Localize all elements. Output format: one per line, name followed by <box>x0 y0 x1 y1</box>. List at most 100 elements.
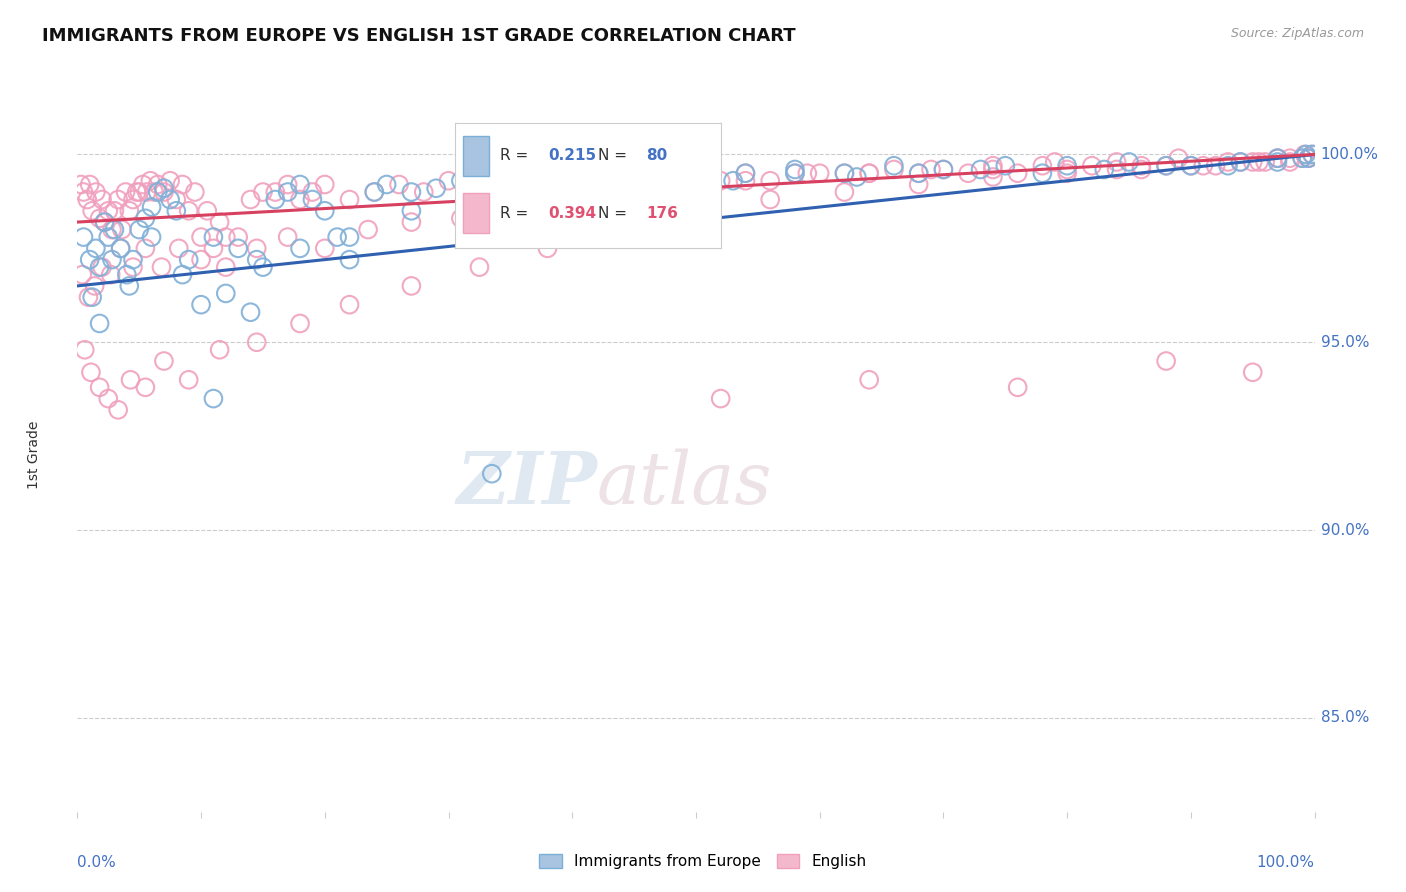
Point <box>721 174 744 188</box>
Point <box>1180 159 1202 173</box>
Point <box>97 392 120 406</box>
Text: N =: N = <box>599 148 627 163</box>
Point <box>808 166 831 180</box>
Point <box>1081 159 1104 173</box>
Point <box>834 166 856 180</box>
Point <box>89 260 111 274</box>
Point <box>1216 159 1239 173</box>
Point <box>734 166 756 180</box>
Text: 176: 176 <box>647 205 678 220</box>
Point <box>122 252 145 267</box>
Point <box>1216 155 1239 169</box>
Point <box>150 260 173 274</box>
Point <box>1154 159 1177 173</box>
Point <box>375 178 398 192</box>
Point <box>159 193 181 207</box>
Point <box>357 222 380 236</box>
Point <box>339 298 361 312</box>
Point <box>734 174 756 188</box>
Point <box>1105 155 1128 169</box>
Point <box>277 178 299 192</box>
Point <box>1301 147 1323 161</box>
Point <box>981 162 1004 177</box>
Point <box>153 185 176 199</box>
Text: IMMIGRANTS FROM EUROPE VS ENGLISH 1ST GRADE CORRELATION CHART: IMMIGRANTS FROM EUROPE VS ENGLISH 1ST GR… <box>42 27 796 45</box>
Point <box>401 185 423 199</box>
Point <box>1267 155 1289 169</box>
Point <box>215 286 238 301</box>
Point <box>202 230 225 244</box>
Point <box>239 305 262 319</box>
Point <box>1301 147 1323 161</box>
Point <box>1291 151 1313 165</box>
Point <box>1267 151 1289 165</box>
Point <box>172 178 194 192</box>
Point <box>463 178 485 192</box>
Point <box>659 174 682 188</box>
Point <box>710 392 733 406</box>
Point <box>132 178 155 192</box>
Point <box>301 185 323 199</box>
Point <box>796 166 818 180</box>
Point <box>450 211 472 226</box>
Point <box>110 241 132 255</box>
Point <box>561 178 583 192</box>
Point <box>252 260 274 274</box>
Point <box>1154 354 1177 368</box>
Text: 0.0%: 0.0% <box>77 855 117 870</box>
Point <box>93 215 115 229</box>
Point <box>73 343 96 357</box>
Point <box>512 178 534 192</box>
Point <box>146 185 169 199</box>
Point <box>363 185 385 199</box>
Bar <box>463 136 489 176</box>
Point <box>72 230 94 244</box>
Point <box>246 241 269 255</box>
Point <box>128 222 150 236</box>
Point <box>72 185 94 199</box>
Point <box>1267 151 1289 165</box>
Point <box>1043 155 1066 169</box>
Point <box>107 402 129 417</box>
Point <box>536 169 558 184</box>
Point <box>858 166 880 180</box>
Point <box>363 185 385 199</box>
Point <box>301 193 323 207</box>
Point <box>72 268 94 282</box>
Point <box>139 174 162 188</box>
Point <box>146 178 169 192</box>
Point <box>610 169 633 184</box>
Point <box>1295 147 1317 161</box>
Point <box>101 252 124 267</box>
Point <box>141 200 163 214</box>
Point <box>190 298 212 312</box>
Point <box>97 230 120 244</box>
Point <box>118 279 141 293</box>
Point <box>165 203 187 218</box>
Point <box>1130 162 1153 177</box>
Point <box>555 193 578 207</box>
Point <box>524 166 547 180</box>
Point <box>110 241 132 255</box>
Point <box>125 185 148 199</box>
Point <box>215 230 238 244</box>
Point <box>920 162 942 177</box>
Point <box>1105 162 1128 177</box>
Text: 0.394: 0.394 <box>548 205 596 220</box>
Point <box>208 343 231 357</box>
Text: 0.215: 0.215 <box>548 148 596 163</box>
Point <box>252 185 274 199</box>
Point <box>1298 151 1320 165</box>
Point <box>84 185 107 199</box>
Text: 100.0%: 100.0% <box>1257 855 1315 870</box>
Point <box>277 230 299 244</box>
Point <box>734 166 756 180</box>
Point <box>134 241 156 255</box>
Point <box>932 162 955 177</box>
Point <box>288 241 311 255</box>
Point <box>1247 155 1270 169</box>
Point <box>834 166 856 180</box>
Text: Source: ZipAtlas.com: Source: ZipAtlas.com <box>1230 27 1364 40</box>
Point <box>101 222 124 236</box>
Point <box>1254 155 1277 169</box>
